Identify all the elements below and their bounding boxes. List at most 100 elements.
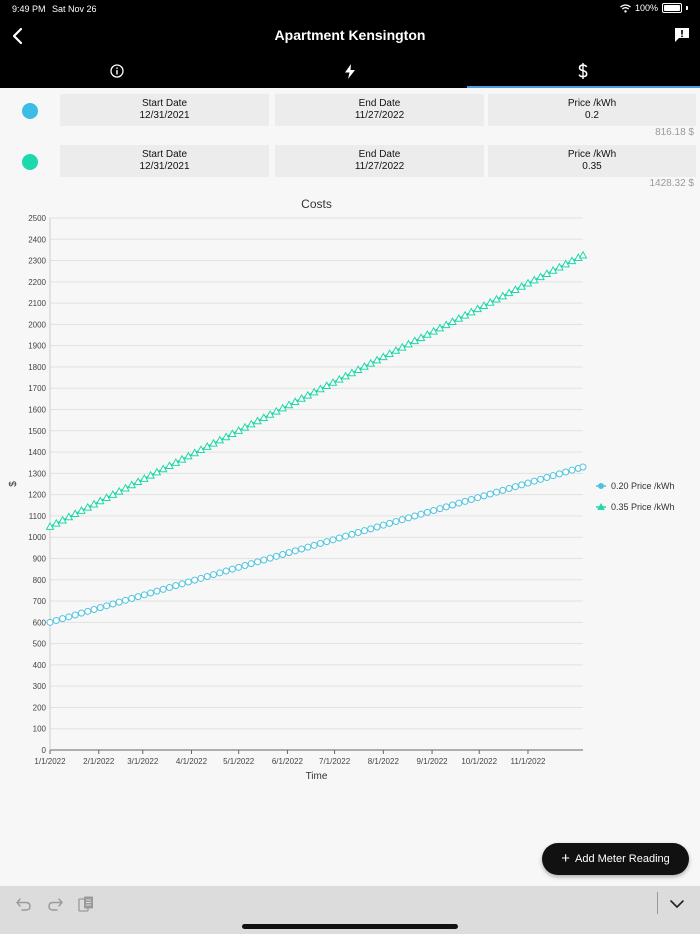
data-point <box>518 481 526 489</box>
price-row-2: Start Date 12/31/2021 End Date 11/27/202… <box>0 145 700 179</box>
data-point <box>184 578 192 586</box>
data-point <box>348 530 356 538</box>
price-label: Price /kWh <box>567 98 617 109</box>
add-meter-reading-button[interactable]: + Add Meter Reading <box>542 843 689 875</box>
data-point <box>259 413 269 422</box>
x-tick-label: 9/1/2022 <box>416 757 448 766</box>
data-point <box>436 505 444 513</box>
data-point <box>90 605 98 613</box>
data-point <box>247 560 255 568</box>
data-point <box>134 593 142 601</box>
start-date-value: 12/31/2021 <box>139 110 190 121</box>
y-tick-label: 400 <box>33 661 47 670</box>
data-point <box>278 403 288 412</box>
data-point <box>392 518 400 526</box>
dismiss-keyboard-chevron-icon[interactable] <box>668 895 686 913</box>
paste-icon[interactable] <box>77 895 95 913</box>
data-point <box>309 387 319 396</box>
data-point <box>70 509 80 518</box>
price-cell[interactable]: Price /kWh 0.35 <box>488 145 696 177</box>
data-point <box>536 272 545 281</box>
y-tick-label: 1000 <box>28 533 46 542</box>
y-tick-label: 1200 <box>28 491 46 500</box>
data-point <box>165 583 173 591</box>
end-date-cell[interactable]: End Date 11/27/2022 <box>275 94 484 126</box>
data-point <box>235 563 243 571</box>
data-point <box>530 477 538 485</box>
status-bar: 9:49 PM Sat Nov 26 100% <box>0 0 700 18</box>
data-point <box>140 591 148 599</box>
data-point <box>146 470 155 479</box>
data-point <box>158 464 168 473</box>
keyboard-shortcut-bar <box>0 886 700 934</box>
data-point <box>430 507 438 515</box>
data-point <box>555 470 563 478</box>
data-point <box>422 329 432 338</box>
page-title: Apartment Kensington <box>274 27 426 43</box>
dollar-icon <box>578 63 588 79</box>
data-point <box>485 297 495 306</box>
data-point <box>109 600 117 608</box>
y-tick-label: 1600 <box>28 406 46 415</box>
data-point <box>579 463 587 471</box>
data-point <box>58 515 67 524</box>
data-point <box>279 551 287 559</box>
data-point <box>152 467 162 476</box>
status-time: 9:49 PM <box>12 4 46 14</box>
total-cost-2: 1428.32 $ <box>649 178 695 189</box>
y-tick-label: 1100 <box>29 512 47 521</box>
chart-title: Costs <box>301 197 332 211</box>
data-point <box>266 554 274 562</box>
y-tick-label: 0 <box>42 746 47 755</box>
data-point <box>492 294 501 303</box>
x-tick-label: 7/1/2022 <box>319 757 351 766</box>
data-point <box>385 349 394 357</box>
data-point <box>298 545 306 553</box>
data-point <box>108 490 118 498</box>
tab-energy[interactable] <box>233 54 466 88</box>
end-date-value: 11/27/2022 <box>354 161 405 172</box>
data-point <box>529 275 539 284</box>
start-date-cell[interactable]: Start Date 12/31/2021 <box>60 145 269 177</box>
status-date: Sat Nov 26 <box>52 4 97 14</box>
data-point <box>347 368 357 377</box>
legend-label: 0.35 Price /kWh <box>611 502 675 512</box>
data-point <box>128 594 136 602</box>
lightning-icon <box>344 63 355 79</box>
undo-icon[interactable] <box>15 895 33 913</box>
tab-info[interactable] <box>0 54 233 88</box>
data-point <box>95 496 105 505</box>
data-point <box>473 304 483 313</box>
data-point <box>341 371 350 380</box>
x-tick-label: 2/1/2022 <box>83 757 115 766</box>
plus-icon: + <box>561 849 570 867</box>
y-tick-label: 2100 <box>28 299 46 308</box>
back-chevron-icon[interactable] <box>10 26 28 46</box>
data-point <box>334 374 344 383</box>
y-tick-label: 500 <box>33 640 47 649</box>
tab-costs[interactable] <box>466 54 700 88</box>
data-point <box>548 265 558 274</box>
data-point <box>84 607 92 615</box>
battery-percentage: 100% <box>634 3 658 13</box>
status-right: 100% <box>620 3 688 13</box>
price-cell[interactable]: Price /kWh 0.2 <box>488 94 696 126</box>
y-axis-label: $ <box>8 481 19 487</box>
data-point <box>505 485 513 493</box>
y-tick-label: 700 <box>33 597 47 606</box>
end-date-cell[interactable]: End Date 11/27/2022 <box>275 145 484 177</box>
data-point <box>561 259 571 268</box>
y-tick-label: 1500 <box>28 427 46 436</box>
data-point <box>397 342 407 351</box>
data-point <box>562 468 570 476</box>
x-tick-label: 8/1/2022 <box>368 757 400 766</box>
data-point <box>366 358 376 367</box>
data-point <box>260 556 268 564</box>
feedback-icon[interactable] <box>674 26 690 44</box>
data-point <box>304 543 312 551</box>
data-point <box>203 572 211 580</box>
start-date-cell[interactable]: Start Date 12/31/2021 <box>60 94 269 126</box>
redo-icon[interactable] <box>46 895 64 913</box>
data-point <box>335 534 343 542</box>
data-point <box>435 323 445 332</box>
